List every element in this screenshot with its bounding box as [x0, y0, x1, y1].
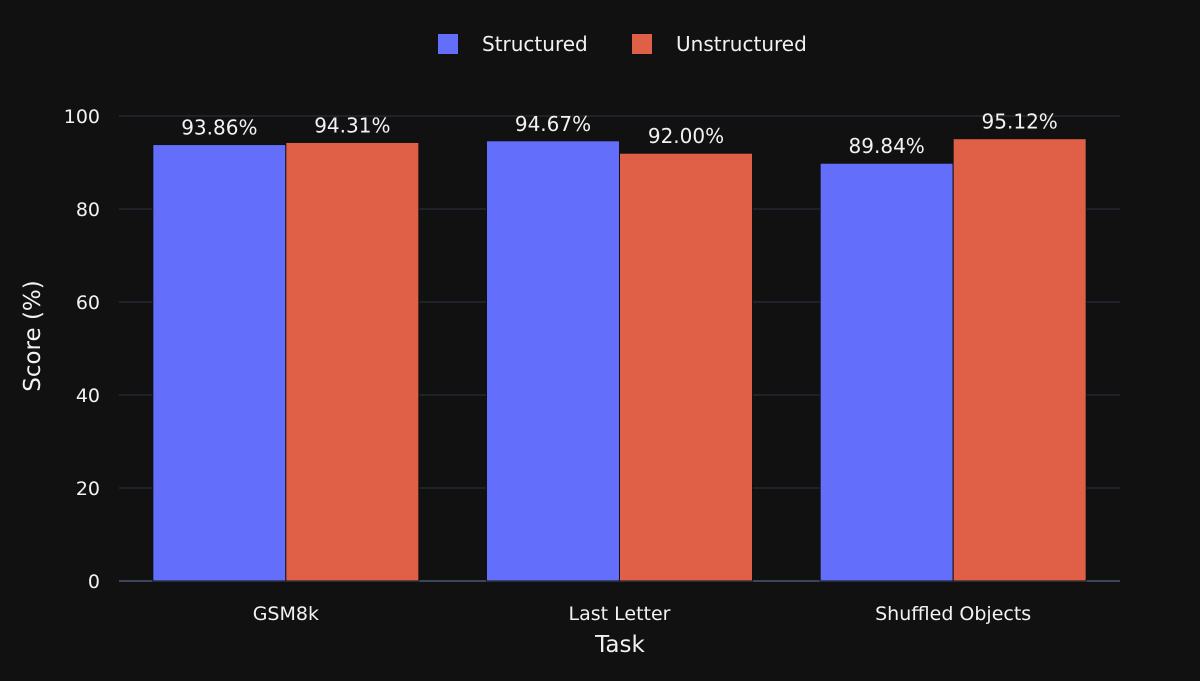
legend-label: Unstructured [676, 32, 807, 56]
legend-swatch [438, 34, 458, 54]
bar-structured-2 [819, 162, 954, 582]
y-axis-title: Score (%) [20, 280, 46, 392]
bars [152, 138, 1087, 582]
x-tick-label: Shuffled Objects [875, 603, 1031, 625]
y-tick-label: 60 [76, 292, 100, 314]
legend-swatch [632, 34, 652, 54]
data-label: 94.67% [515, 112, 591, 136]
data-labels: 93.86% 94.31% 94.67% 92.00% 89.84% 95.12% [181, 110, 1058, 159]
data-label: 93.86% [181, 116, 257, 140]
legend-item-unstructured[interactable]: Unstructured [632, 32, 807, 56]
data-label: 94.31% [314, 113, 390, 137]
x-tick-label: Last Letter [569, 603, 671, 625]
bar-structured-1 [486, 140, 620, 582]
legend-label: Structured [482, 32, 588, 56]
y-tick-label: 0 [88, 571, 100, 593]
x-tick-label: GSM8k [253, 603, 319, 625]
x-axis-ticks: GSM8k Last Letter Shuffled Objects [253, 603, 1032, 625]
legend: Structured Unstructured [438, 32, 807, 56]
y-tick-label: 20 [76, 478, 100, 500]
bar-unstructured-1 [619, 152, 753, 582]
data-label: 95.12% [982, 110, 1058, 134]
y-tick-label: 100 [64, 106, 100, 128]
legend-item-structured[interactable]: Structured [438, 32, 588, 56]
y-tick-label: 80 [76, 199, 100, 221]
bar-structured-0 [152, 144, 287, 582]
y-axis-ticks: 0 20 40 60 80 100 [64, 106, 100, 593]
data-label: 92.00% [648, 124, 724, 148]
y-tick-label: 40 [76, 385, 100, 407]
data-label: 89.84% [849, 134, 925, 158]
x-axis-title: Task [594, 632, 645, 658]
bar-unstructured-0 [285, 141, 420, 582]
bar-unstructured-2 [952, 138, 1087, 582]
